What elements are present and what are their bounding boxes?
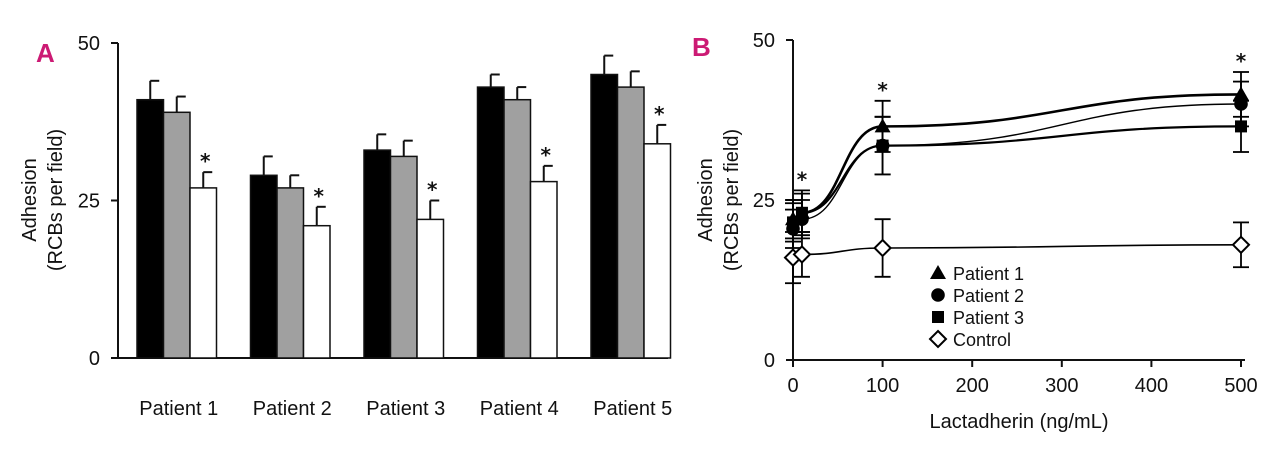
- panel-a-ytick-label: 0: [89, 348, 100, 370]
- panel-a-bar: [276, 187, 305, 359]
- panel-b-xtick-label: 300: [1045, 375, 1078, 397]
- panel-b-xtick-label: 400: [1135, 375, 1168, 397]
- panel-a-ytick-label: 50: [78, 33, 100, 55]
- panel-b-legend-label: Patient 2: [953, 286, 1024, 306]
- panel-a-category-label: Patient 2: [253, 398, 332, 420]
- panel-b-xtick-label: 100: [866, 375, 899, 397]
- panel-a-bar: [302, 224, 331, 359]
- panel-b-point-marker: [1235, 120, 1247, 133]
- panel-a-bar: [643, 143, 672, 359]
- panel-b-yticks: 0 25 50: [753, 30, 793, 372]
- panel-b-legend-marker: [928, 329, 948, 349]
- panel-b-series-line: [792, 244, 1242, 259]
- panel-b-point-marker: [787, 216, 799, 229]
- panel-a-ytick-label: 25: [78, 191, 100, 213]
- panel-b-ytick-label: 0: [764, 350, 775, 372]
- panel-b-significance-star: *: [797, 167, 808, 191]
- panel-b-point-marker: [795, 206, 808, 219]
- panel-b-series-line: [792, 125, 1242, 224]
- panel-a-bar: [162, 111, 191, 359]
- panel-a-bar: [389, 155, 418, 359]
- panel-b-xtick-label: 200: [956, 375, 989, 397]
- panel-b: B Adhesion (RCBs per field) Lactadherin …: [692, 30, 1258, 433]
- panel-b-point-marker: [873, 238, 893, 258]
- panel-a-bar: [249, 174, 278, 359]
- panel-b-legend-label: Patient 3: [953, 308, 1024, 328]
- panel-a-letter: A: [36, 38, 55, 68]
- panel-b-xtick-label: 500: [1224, 375, 1257, 397]
- panel-a-bar: [503, 98, 532, 359]
- panel-b-legend-label: Patient 1: [953, 264, 1024, 284]
- panel-b-xticks: 0 100 200 300 400 500: [787, 360, 1258, 397]
- panel-a-category-label: Patient 4: [480, 398, 559, 420]
- panel-a-yticks: 0 25 50: [78, 33, 118, 370]
- panel-a-bar: [136, 98, 165, 359]
- panel-b-point-marker: [792, 244, 812, 264]
- panel-a-significance-star: *: [654, 102, 665, 126]
- panel-a-category-label: Patient 5: [593, 398, 672, 420]
- panel-a-ylabel-line2: (RCBs per field): [45, 129, 67, 271]
- panel-b-ytick-label: 25: [753, 190, 775, 212]
- panel-a-bar: [616, 86, 645, 359]
- panel-b-point-marker: [876, 139, 889, 152]
- panel-b-ylabel-line1: Adhesion: [695, 158, 717, 241]
- panel-b-xtick-label: 0: [787, 375, 798, 397]
- panel-b-significance: * * *: [797, 49, 1247, 191]
- panel-b-point-marker: [1231, 235, 1251, 255]
- panel-a-bars: * * * * *: [136, 54, 672, 359]
- panel-a-ylabel-line1: Adhesion: [19, 158, 41, 241]
- panel-a-categories: Patient 1 Patient 2 Patient 3 Patient 4 Pati…: [139, 398, 672, 420]
- panel-a-significance-star: *: [541, 143, 552, 167]
- panel-a-category-label: Patient 3: [366, 398, 445, 420]
- panel-b-letter: B: [692, 32, 711, 62]
- panel-b-series-line: [792, 93, 1242, 221]
- panel-b-xlabel: Lactadherin (ng/mL): [930, 411, 1109, 433]
- panel-a: A Adhesion (RCBs per field) 0 25 50 Patien…: [19, 33, 672, 420]
- panel-b-ytick-label: 50: [753, 30, 775, 52]
- panel-a-significance-star: *: [314, 184, 325, 208]
- panel-b-significance-star: *: [1236, 49, 1247, 73]
- panel-a-bar: [590, 73, 619, 359]
- panel-a-bar: [363, 149, 392, 359]
- panel-a-bar: [476, 86, 505, 359]
- panel-a-significance-star: *: [200, 149, 211, 173]
- panel-b-series: [783, 71, 1251, 285]
- panel-b-legend-marker: [931, 288, 945, 302]
- panel-b-series-line: [792, 103, 1242, 230]
- panel-b-legend-label: Control: [953, 330, 1011, 350]
- panel-a-bar: [189, 187, 218, 359]
- panel-b-legend-marker: [932, 311, 944, 323]
- panel-a-significance-star: *: [427, 178, 438, 202]
- panel-a-category-label: Patient 1: [139, 398, 218, 420]
- panel-a-bar: [416, 218, 445, 359]
- panel-b-ylabel-line2: (RCBs per field): [721, 129, 743, 271]
- panel-b-significance-star: *: [877, 78, 888, 102]
- panel-b-legend-marker: [930, 265, 946, 279]
- panel-a-bar: [529, 180, 558, 359]
